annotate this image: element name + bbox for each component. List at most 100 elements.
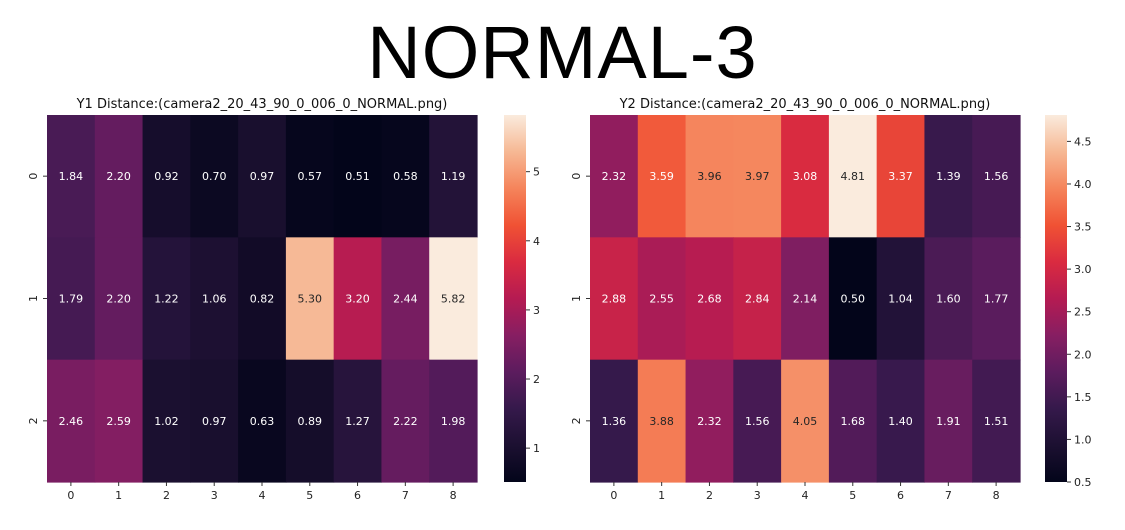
heatmap-cell-label: 0.51 bbox=[345, 170, 370, 183]
heatmap-cell-label: 2.20 bbox=[106, 170, 131, 183]
heatmap-cell bbox=[285, 115, 335, 238]
heatmap-cell bbox=[685, 359, 734, 483]
heatmap-cell bbox=[781, 237, 830, 361]
heatmap-cell bbox=[590, 237, 639, 361]
heatmap-cell bbox=[47, 115, 96, 238]
colorbar-tick-label: 1 bbox=[533, 442, 540, 455]
heatmap-cell bbox=[972, 359, 1021, 483]
heatmap-cell bbox=[429, 359, 478, 483]
heatmap-cell-label: 0.82 bbox=[250, 293, 275, 306]
heatmap-cell bbox=[972, 115, 1021, 238]
heatmap-cell-label: 1.51 bbox=[984, 415, 1009, 428]
heatmap-cell-label: 2.55 bbox=[649, 293, 674, 306]
heatmap-cell-label: 2.14 bbox=[793, 293, 818, 306]
heatmap-cell bbox=[924, 115, 973, 238]
heatmap-cell-label: 1.68 bbox=[841, 415, 866, 428]
heatmap-cell bbox=[47, 359, 96, 483]
heatmap-cell bbox=[333, 237, 383, 361]
heatmap-cell-label: 4.81 bbox=[841, 170, 866, 183]
heatmap-title: Y2 Distance:(camera2_20_43_90_0_006_0_NO… bbox=[619, 97, 991, 112]
heatmap-cell bbox=[142, 237, 191, 361]
heatmap-cell bbox=[733, 237, 782, 361]
heatmap-cell-label: 3.20 bbox=[345, 293, 370, 306]
heatmap-cell-label: 0.89 bbox=[298, 415, 323, 428]
heatmap-cell-label: 1.98 bbox=[441, 415, 466, 428]
heatmap-cell bbox=[924, 359, 973, 483]
heatmap-cell bbox=[429, 237, 478, 361]
heatmap-cell-label: 2.59 bbox=[106, 415, 131, 428]
heatmap-cell-label: 1.27 bbox=[345, 415, 370, 428]
heatmap-panel-y2: Y2 Distance:(camera2_20_43_90_0_006_0_NO… bbox=[570, 97, 1092, 502]
x-tick-label: 3 bbox=[211, 489, 218, 502]
heatmap-cell-label: 2.44 bbox=[393, 293, 418, 306]
heatmap-cell-label: 0.57 bbox=[298, 170, 323, 183]
y-tick-label: 1 bbox=[570, 295, 583, 302]
heatmap-cell-label: 1.39 bbox=[936, 170, 961, 183]
colorbar bbox=[1045, 115, 1067, 482]
colorbar-tick-label: 4.5 bbox=[1074, 135, 1092, 148]
heatmap-cell-label: 0.97 bbox=[202, 415, 227, 428]
colorbar-tick-label: 2.5 bbox=[1074, 306, 1092, 319]
heatmap-cell-label: 3.96 bbox=[697, 170, 722, 183]
heatmap-cell bbox=[238, 237, 287, 361]
x-tick-label: 1 bbox=[658, 489, 665, 502]
heatmap-cell bbox=[876, 237, 926, 361]
heatmap-cell-label: 1.22 bbox=[154, 293, 179, 306]
x-tick-label: 8 bbox=[450, 489, 457, 502]
x-tick-label: 6 bbox=[897, 489, 904, 502]
heatmap-cell-label: 0.92 bbox=[154, 170, 179, 183]
x-tick-label: 2 bbox=[706, 489, 713, 502]
x-tick-label: 6 bbox=[354, 489, 361, 502]
y-tick-label: 2 bbox=[570, 417, 583, 424]
heatmap-cell-label: 1.56 bbox=[984, 170, 1009, 183]
heatmap-cell bbox=[142, 115, 191, 238]
x-tick-label: 0 bbox=[67, 489, 74, 502]
heatmap-cell bbox=[381, 115, 430, 238]
x-tick-label: 2 bbox=[163, 489, 170, 502]
heatmap-cell bbox=[333, 359, 383, 483]
heatmap-cell-label: 3.59 bbox=[649, 170, 674, 183]
heatmap-cell-label: 1.79 bbox=[59, 293, 84, 306]
heatmap-cell-label: 1.02 bbox=[154, 415, 179, 428]
heatmap-cell bbox=[94, 359, 144, 483]
heatmap-cell-label: 2.84 bbox=[745, 293, 770, 306]
heatmap-cell-label: 1.91 bbox=[936, 415, 961, 428]
heatmap-cell bbox=[924, 237, 973, 361]
heatmap-cell-label: 2.22 bbox=[393, 415, 418, 428]
x-tick-label: 1 bbox=[115, 489, 122, 502]
heatmap-cell bbox=[590, 115, 639, 238]
heatmap-cell bbox=[142, 359, 191, 483]
heatmap-cell bbox=[828, 359, 878, 483]
x-tick-label: 0 bbox=[610, 489, 617, 502]
heatmap-cell-label: 2.32 bbox=[602, 170, 627, 183]
colorbar-tick-label: 1.5 bbox=[1074, 391, 1092, 404]
heatmap-cell bbox=[190, 237, 239, 361]
heatmap-cell bbox=[429, 115, 478, 238]
heatmap-cell-label: 1.40 bbox=[888, 415, 913, 428]
heatmap-cell-label: 3.08 bbox=[793, 170, 818, 183]
heatmap-cell-label: 0.50 bbox=[841, 293, 866, 306]
colorbar-tick-label: 2 bbox=[533, 373, 540, 386]
heatmap-cell bbox=[828, 115, 878, 238]
heatmap-cell-label: 2.88 bbox=[602, 293, 627, 306]
heatmap-cell-label: 2.20 bbox=[106, 293, 131, 306]
x-tick-label: 8 bbox=[993, 489, 1000, 502]
heatmap-cell bbox=[285, 237, 335, 361]
heatmap-cell bbox=[781, 115, 830, 238]
heatmap-cell-label: 5.30 bbox=[298, 293, 323, 306]
x-tick-label: 4 bbox=[259, 489, 266, 502]
heatmap-cell-label: 0.97 bbox=[250, 170, 275, 183]
heatmap-cell-label: 0.58 bbox=[393, 170, 418, 183]
colorbar-tick-label: 1.0 bbox=[1074, 433, 1092, 446]
heatmap-cell-label: 4.05 bbox=[793, 415, 818, 428]
colorbar-tick-label: 3 bbox=[533, 304, 540, 317]
heatmap-cell bbox=[876, 115, 926, 238]
colorbar-tick-label: 2.0 bbox=[1074, 348, 1092, 361]
heatmap-cell bbox=[381, 359, 430, 483]
y-tick-label: 0 bbox=[570, 173, 583, 180]
heatmap-cell bbox=[94, 115, 144, 238]
heatmap-cell bbox=[828, 237, 878, 361]
heatmap-cell-label: 2.32 bbox=[697, 415, 722, 428]
heatmap-cell-label: 1.36 bbox=[602, 415, 627, 428]
